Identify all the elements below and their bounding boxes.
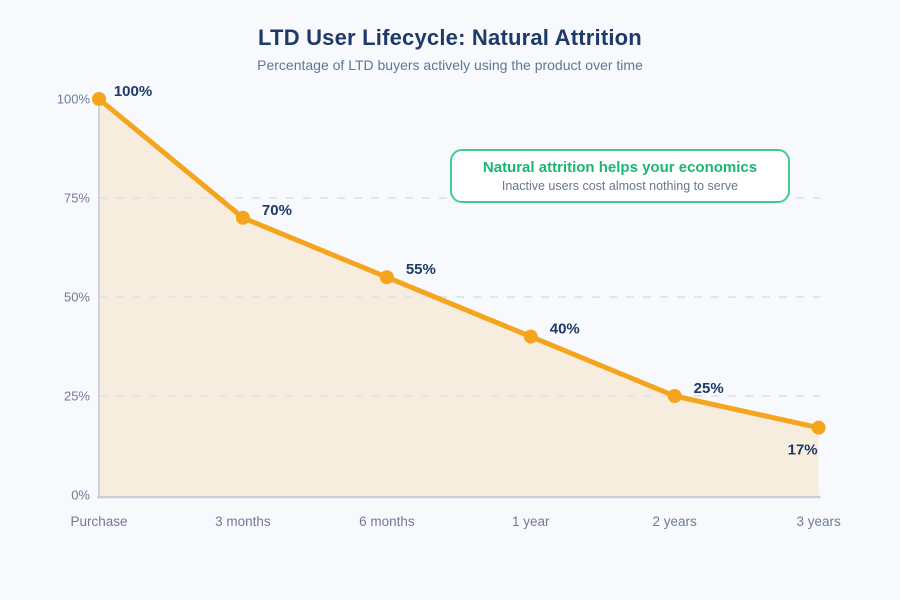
data-point [667, 389, 682, 403]
x-tick-label: 3 months [215, 514, 271, 529]
chart-title: LTD User Lifecycle: Natural Attrition [258, 25, 642, 50]
chart-header: LTD User Lifecycle: Natural Attrition Pe… [0, 25, 900, 73]
y-tick-label: 25% [64, 389, 90, 404]
y-tick-label: 100% [57, 92, 91, 107]
x-tick-label: Purchase [70, 514, 127, 529]
data-point [811, 420, 826, 435]
data-label: 100% [114, 83, 152, 100]
x-tick-label: 1 year [512, 514, 550, 529]
data-label: 55% [406, 261, 436, 278]
x-tick-label: 6 months [359, 514, 415, 529]
chart-subtitle: Percentage of LTD buyers actively using … [257, 57, 643, 73]
y-tick-label: 50% [64, 290, 90, 305]
data-point [92, 92, 106, 106]
x-tick-label: 3 years [796, 514, 841, 529]
data-label: 25% [694, 380, 724, 397]
data-label: 70% [262, 202, 292, 219]
data-label: 17% [788, 442, 818, 459]
annotation-callout: Natural attrition helps your economics I… [450, 149, 790, 203]
data-point [523, 329, 538, 344]
annotation-title: Natural attrition helps your economics [482, 159, 758, 176]
area-fill [99, 99, 819, 495]
data-point [379, 270, 394, 285]
y-tick-label: 75% [64, 191, 90, 206]
y-tick-label: 0% [71, 488, 90, 503]
data-point [235, 210, 250, 225]
annotation-subtitle: Inactive users cost almost nothing to se… [501, 179, 739, 193]
attrition-line [96, 96, 822, 431]
data-label: 40% [550, 321, 580, 338]
x-tick-label: 2 years [653, 514, 698, 529]
